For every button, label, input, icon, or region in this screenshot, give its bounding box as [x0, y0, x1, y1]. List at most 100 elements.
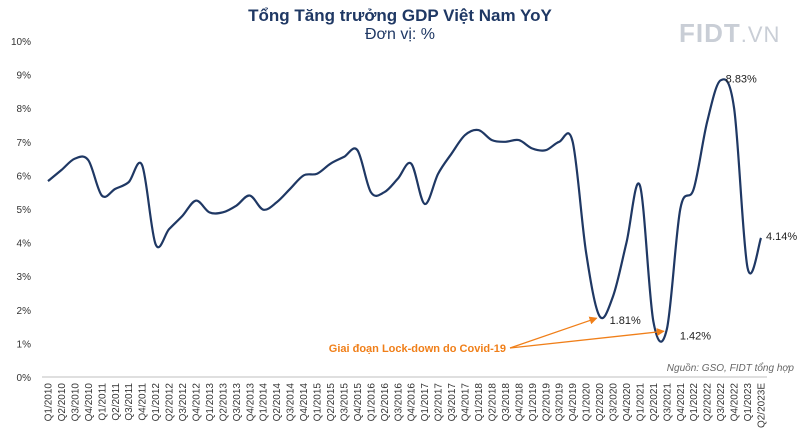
data-point: [275, 200, 279, 204]
data-labels: 1.81% 1.42% 8.83% 4.14%: [610, 73, 798, 342]
x-tick-label: Q2/2016: [380, 383, 391, 422]
data-point: [181, 214, 185, 218]
data-point: [759, 236, 763, 240]
x-tick-label: Q2/2023E: [757, 383, 768, 428]
x-tick-label: Q4/2016: [407, 383, 418, 422]
data-point: [746, 266, 750, 270]
x-tick-label: Q1/2014: [259, 383, 270, 422]
data-point: [476, 128, 480, 132]
data-point: [463, 133, 467, 137]
data-point: [59, 168, 63, 172]
y-axis: 0% 1% 2% 3% 4% 5% 6% 7% 8% 9% 10%: [11, 37, 31, 384]
data-point: [732, 106, 736, 110]
data-point: [692, 187, 696, 191]
data-point: [46, 179, 50, 183]
data-point: [557, 140, 561, 144]
x-tick-label: Q2/2010: [57, 383, 68, 422]
data-point: [705, 120, 709, 124]
y-tick-label: 5%: [17, 205, 32, 216]
y-tick-label: 0%: [17, 373, 32, 384]
data-point: [409, 162, 413, 166]
x-tick-label: Q1/2016: [366, 383, 377, 422]
x-tick-label: Q2/2021: [649, 383, 660, 422]
x-tick-label: Q1/2020: [582, 383, 593, 422]
x-tick-label: Q3/2016: [393, 383, 404, 422]
y-tick-label: 7%: [17, 138, 32, 149]
x-tick-label: Q2/2019: [541, 383, 552, 422]
x-tick-label: Q2/2012: [165, 383, 176, 422]
data-point: [638, 183, 642, 187]
data-point: [396, 177, 400, 181]
x-tick-label: Q3/2022: [716, 383, 727, 422]
y-tick-label: 2%: [17, 306, 32, 317]
y-tick-label: 8%: [17, 104, 32, 115]
data-point: [288, 187, 292, 191]
data-point: [73, 157, 77, 161]
data-point: [100, 194, 104, 198]
x-tick-label: Q3/2013: [232, 383, 243, 422]
data-point: [167, 227, 171, 231]
data-point: [598, 314, 602, 318]
x-tick-label: Q4/2012: [191, 383, 202, 422]
x-tick-label: Q3/2011: [124, 383, 135, 421]
data-point: [544, 148, 548, 152]
x-tick-label: Q4/2018: [514, 383, 525, 422]
annotation-arrow: [509, 316, 598, 349]
data-point: [261, 208, 265, 212]
x-tick-label: Q3/2018: [501, 383, 512, 422]
x-tick-label: Q4/2017: [461, 383, 472, 422]
logo-main: FIDT: [679, 18, 741, 48]
data-point: [490, 138, 494, 142]
x-tick-label: Q4/2022: [730, 383, 741, 422]
data-point: [436, 172, 440, 176]
data-point: [140, 163, 144, 167]
x-tick-label: Q3/2012: [178, 383, 189, 422]
data-point: [113, 187, 117, 191]
data-point: [154, 242, 158, 246]
x-tick-label: Q2/2018: [487, 383, 498, 422]
data-point: [423, 202, 427, 206]
y-tick-label: 6%: [17, 171, 32, 182]
data-point: [611, 294, 615, 298]
source-note: Nguồn: GSO, FIDT tổng hợp: [667, 362, 795, 374]
chart-subtitle: Đơn vị: %: [364, 26, 436, 43]
x-tick-label: Q1/2022: [689, 383, 700, 422]
brand-logo: FIDT.VN: [679, 18, 780, 49]
logo-suffix: .VN: [740, 22, 781, 47]
x-tick-label: Q4/2021: [676, 383, 687, 422]
y-tick-label: 3%: [17, 272, 32, 283]
x-tick-label: Q4/2020: [622, 383, 633, 422]
y-tick-label: 1%: [17, 339, 32, 350]
data-point: [248, 194, 252, 198]
x-axis: Q1/2010 Q2/2010 Q3/2010 Q4/2010 Q1/2011 Q2/20…: [44, 383, 768, 428]
x-tick-label: Q4/2011: [138, 383, 149, 421]
x-tick-label: Q4/2010: [84, 383, 95, 422]
x-tick-label: Q1/2012: [151, 383, 162, 422]
data-point: [571, 140, 575, 144]
x-tick-label: Q2/2014: [272, 383, 283, 422]
data-point: [207, 210, 211, 214]
x-tick-label: Q1/2015: [313, 383, 324, 422]
data-point: [665, 327, 669, 331]
x-tick-label: Q4/2013: [245, 383, 256, 422]
data-point: [127, 180, 131, 184]
data-point: [194, 199, 198, 203]
annotation-text: Giai đoạn Lock-down do Covid-19: [329, 343, 506, 355]
annotation-arrow: [509, 328, 665, 349]
x-tick-label: Q2/2015: [326, 383, 337, 422]
data-point: [355, 148, 359, 152]
y-tick-label: 9%: [17, 71, 32, 82]
data-point: [517, 138, 521, 142]
x-tick-label: Q1/2010: [44, 383, 55, 422]
data-label: 4.14%: [766, 231, 797, 243]
data-point: [221, 210, 225, 214]
data-point: [369, 190, 373, 194]
x-tick-label: Q4/2019: [568, 383, 579, 422]
x-tick-label: Q2/2013: [218, 383, 229, 422]
data-point: [450, 152, 454, 156]
x-tick-label: Q1/2019: [528, 383, 539, 422]
data-label: 1.81%: [610, 315, 641, 327]
data-point: [678, 207, 682, 211]
x-tick-label: Q3/2017: [447, 383, 458, 422]
